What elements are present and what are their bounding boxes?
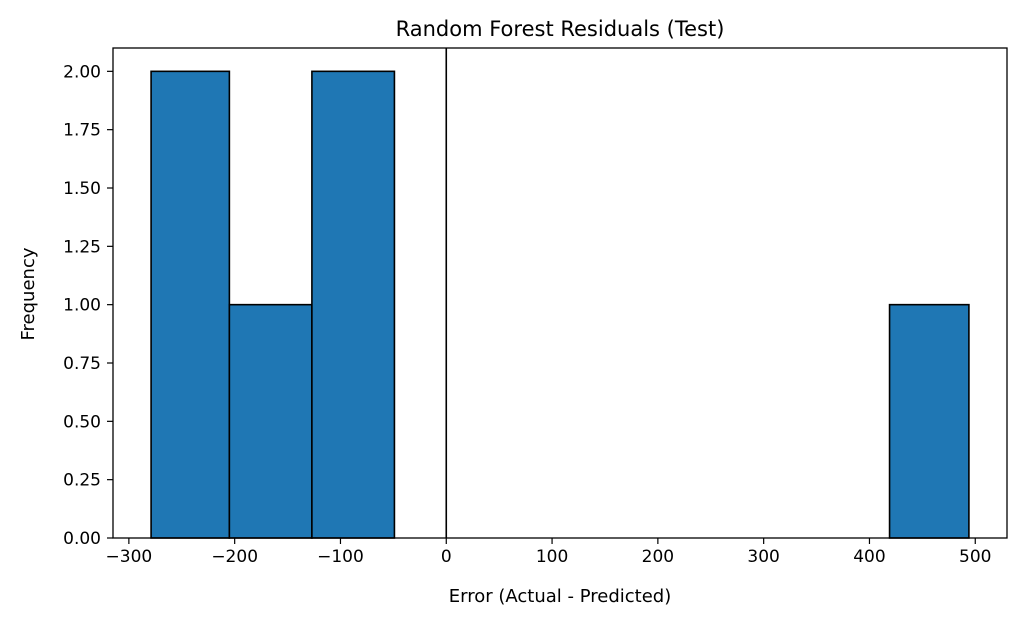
y-tick-label: 0.75	[63, 354, 101, 374]
x-tick-label: 500	[959, 547, 991, 567]
x-tick-label: 0	[441, 547, 452, 567]
plot-area	[150, 48, 970, 539]
x-tick-label: 200	[642, 547, 674, 567]
histogram-bar	[150, 70, 231, 539]
histogram-bar	[311, 70, 396, 539]
y-tick-label: 1.25	[63, 237, 101, 257]
x-tick-label: −200	[211, 547, 258, 567]
x-tick-label: 300	[747, 547, 779, 567]
x-tick-label: −100	[317, 547, 364, 567]
y-tick-label: 1.75	[63, 121, 101, 141]
x-tick-label: 400	[853, 547, 885, 567]
y-tick-label: 2.00	[63, 62, 101, 82]
y-tick-label: 0.25	[63, 471, 101, 491]
plot-frame	[112, 47, 1008, 539]
y-tick-label: 1.50	[63, 179, 101, 199]
histogram-bar	[228, 303, 313, 539]
y-tick-label: 0.00	[63, 529, 101, 549]
histogram-bar	[888, 303, 970, 539]
chart-title: Random Forest Residuals (Test)	[396, 17, 725, 41]
x-axis-label: Error (Actual - Predicted)	[449, 586, 671, 607]
y-axis-label: Frequency	[18, 247, 39, 340]
x-axis: −300 −200 −100 0 100 200 300 400 500	[106, 538, 991, 567]
y-tick-label: 0.50	[63, 412, 101, 432]
x-tick-label: −300	[106, 547, 153, 567]
y-tick-label: 1.00	[63, 296, 101, 316]
x-tick-label: 100	[536, 547, 568, 567]
y-axis: 0.00 0.25 0.50 0.75 1.00 1.25 1.50 1.75 2.00	[63, 62, 113, 549]
